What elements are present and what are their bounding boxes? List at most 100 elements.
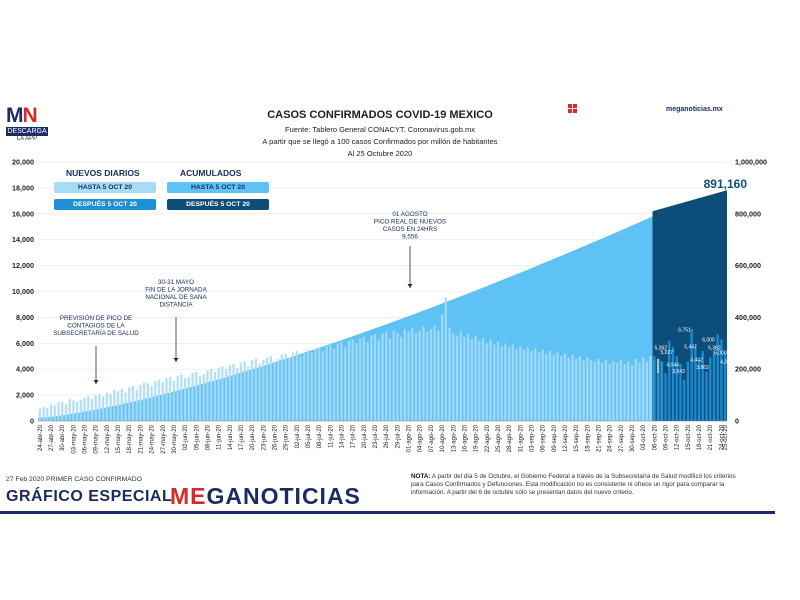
special-graphic-label: GRÁFICO ESPECIAL: [6, 488, 173, 505]
first-case-label: 27 Feb 2020 PRIMER CASO CONFIRMADO: [6, 476, 142, 483]
daily-bar: [690, 329, 693, 421]
annotation-arrow-head: [173, 358, 179, 362]
y-left-tick-label: 14,000: [12, 235, 34, 244]
daily-bar: [64, 404, 68, 421]
daily-bar: [422, 326, 425, 421]
x-tick-label: 15-sep-20: [574, 424, 580, 452]
y-right-tick-label: 0: [735, 417, 739, 426]
daily-bar: [575, 358, 578, 421]
annotation-text: 01 AGOSTO: [392, 211, 427, 218]
bar-data-label: 3,863: [696, 365, 709, 371]
daily-bar: [90, 398, 94, 421]
x-tick-label: 02-jul-20: [295, 424, 301, 448]
x-tick-label: 18-sep-20: [585, 424, 591, 452]
x-tick-label: 12-sep-20: [563, 424, 569, 452]
x-tick-label: 27-sep-20: [619, 424, 625, 452]
bar-data-label: 6,751: [678, 328, 691, 334]
daily-bar: [496, 342, 500, 421]
bar-data-label: 6,000: [702, 337, 715, 343]
x-tick-label: 18-may-20: [127, 424, 133, 453]
daily-bar: [359, 338, 362, 421]
x-tick-label: 20-jul-20: [362, 424, 368, 448]
daily-bar: [377, 339, 380, 421]
daily-bar: [586, 357, 589, 421]
x-tick-label: 23-jun-20: [261, 424, 267, 450]
daily-bar: [38, 408, 42, 421]
legend-daily-title: NUEVOS DIARIOS: [66, 168, 140, 178]
daily-bar: [146, 383, 150, 421]
app-logo[interactable]: MN DESCARGA LA APP: [6, 105, 48, 142]
x-tick-label: 07-ago-20: [429, 424, 435, 452]
final-cumulative-label: 891,160: [704, 177, 748, 191]
legend-daily-before: HASTA 5 OCT 20: [54, 182, 156, 193]
daily-bar: [135, 389, 138, 421]
site-url[interactable]: meganoticias.mx: [666, 106, 723, 113]
daily-bar: [481, 338, 485, 421]
daily-bar: [671, 347, 675, 421]
daily-bar: [552, 354, 555, 421]
x-tick-label: 27-may-20: [161, 424, 167, 453]
y-left-tick-label: 18,000: [12, 183, 34, 192]
daily-bar: [645, 361, 649, 421]
daily-bar: [373, 334, 377, 421]
daily-bar: [180, 374, 183, 421]
daily-bar: [474, 335, 477, 421]
daily-bar: [444, 297, 447, 421]
x-tick-label: 19-ago-20: [474, 424, 480, 452]
daily-bar: [675, 356, 678, 421]
annotation-text: PICO REAL DE NUEVOS: [374, 219, 446, 226]
daily-bar: [321, 351, 325, 421]
daily-bar: [310, 352, 313, 421]
y-left-tick-label: 4,000: [16, 365, 34, 374]
x-tick-label: 24-abr-20: [38, 424, 44, 451]
grid-icon[interactable]: [568, 104, 577, 113]
x-tick-label: 05-jul-20: [306, 424, 312, 448]
bar-data-label: 5,000: [714, 350, 727, 356]
annotation-text: SUBSECRETARÍA DE SALUD: [53, 328, 139, 337]
x-tick-label: 06-may-20: [83, 424, 89, 453]
daily-bar: [306, 349, 310, 421]
brand-wordmark: MEGANOTICIAS: [170, 483, 361, 510]
annotation-text: NACIONAL DE SANA: [145, 294, 207, 301]
daily-bar: [221, 366, 224, 421]
daily-bar: [277, 358, 280, 421]
y-right-tick-label: 800,000: [735, 209, 761, 218]
daily-bar: [582, 360, 585, 421]
daily-bar: [664, 373, 667, 421]
daily-bar: [679, 364, 682, 421]
daily-bar: [597, 358, 600, 421]
x-tick-label: 11-jul-20: [328, 424, 334, 448]
daily-bar: [265, 357, 269, 421]
daily-bar: [202, 374, 205, 421]
bar-data-label: 4,044: [666, 363, 679, 369]
daily-bar: [206, 370, 209, 421]
x-tick-label: 09-may-20: [94, 424, 100, 453]
methodology-note: NOTA: A partir del día 5 de Octubre, el …: [411, 473, 741, 497]
daily-bar: [411, 327, 414, 421]
brand-wordmark-rest: GANOTICIAS: [206, 483, 361, 509]
annotation-text: CASOS EN 24HRS: [383, 226, 438, 233]
daily-bar: [388, 338, 392, 421]
daily-bar: [239, 362, 243, 421]
daily-bar: [131, 386, 135, 421]
daily-bar: [660, 361, 663, 421]
daily-bar: [414, 332, 418, 421]
x-tick-label: 29-jul-20: [395, 424, 401, 448]
daily-bar: [236, 367, 239, 421]
bar-data-label: 4,442: [690, 358, 703, 364]
daily-bar: [403, 329, 406, 421]
daily-bar: [154, 380, 157, 421]
x-tick-label: 29-jun-20: [284, 424, 290, 450]
bar-data-label: 4,300: [720, 359, 733, 365]
daily-bar: [165, 378, 168, 421]
daily-bar: [601, 362, 604, 421]
daily-bar: [429, 329, 433, 421]
daily-bar: [593, 361, 596, 421]
daily-bar: [284, 353, 287, 421]
daily-bar: [418, 330, 421, 421]
daily-bar: [530, 351, 533, 421]
x-tick-label: 17-jul-20: [351, 424, 357, 448]
daily-bar: [332, 348, 336, 421]
daily-bar: [116, 391, 120, 421]
daily-bar: [157, 379, 161, 421]
